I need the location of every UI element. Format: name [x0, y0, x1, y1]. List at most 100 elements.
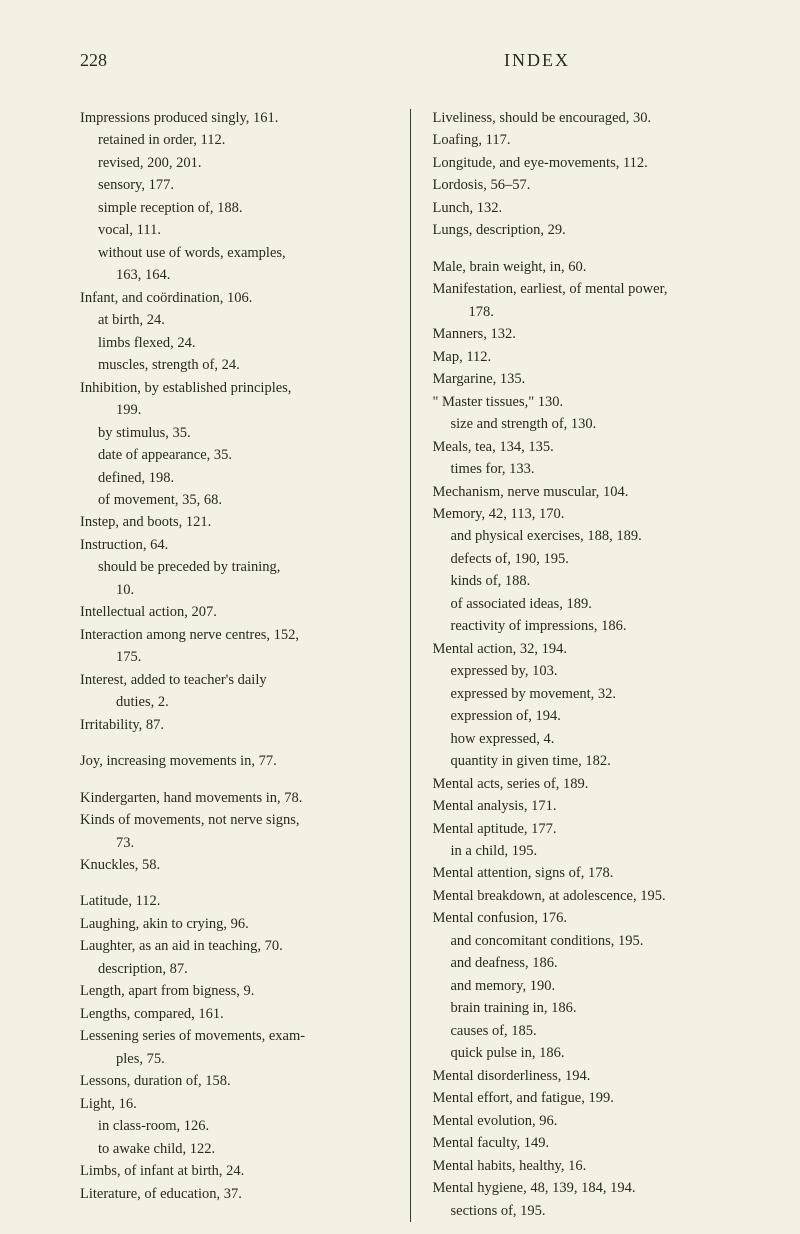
index-entry: Liveliness, should be encouraged, 30.: [433, 107, 741, 129]
index-entry: Intellectual action, 207.: [80, 601, 388, 623]
index-entry: limbs flexed, 24.: [80, 332, 388, 354]
index-entry: and memory, 190.: [433, 975, 741, 997]
index-entry: Memory, 42, 113, 170.: [433, 503, 741, 525]
index-entry: Kinds of movements, not nerve signs,: [80, 809, 388, 831]
index-entry: Mental analysis, 171.: [433, 795, 741, 817]
index-entry: should be preceded by training,: [80, 556, 388, 578]
index-entry: how expressed, 4.: [433, 728, 741, 750]
index-entry: Laughing, akin to crying, 96.: [80, 913, 388, 935]
index-entry: date of appearance, 35.: [80, 444, 388, 466]
index-entry: Laughter, as an aid in teaching, 70.: [80, 935, 388, 957]
index-entry: 199.: [80, 399, 388, 421]
index-entry: duties, 2.: [80, 691, 388, 713]
index-entry: 175.: [80, 646, 388, 668]
index-entry: expressed by movement, 32.: [433, 683, 741, 705]
index-entry: size and strength of, 130.: [433, 413, 741, 435]
index-entry: Latitude, 112.: [80, 890, 388, 912]
index-entry: Literature, of education, 37.: [80, 1183, 388, 1205]
index-entry: Lengths, compared, 161.: [80, 1003, 388, 1025]
index-entry: Lessons, duration of, 158.: [80, 1070, 388, 1092]
index-entry: simple reception of, 188.: [80, 197, 388, 219]
index-entry: description, 87.: [80, 958, 388, 980]
index-entry: Mental disorderliness, 194.: [433, 1065, 741, 1087]
index-entry: 10.: [80, 579, 388, 601]
index-entry: vocal, 111.: [80, 219, 388, 241]
index-entry: Mental effort, and fatigue, 199.: [433, 1087, 741, 1109]
index-entry: at birth, 24.: [80, 309, 388, 331]
index-entry: defects of, 190, 195.: [433, 548, 741, 570]
index-entry: 73.: [80, 832, 388, 854]
left-column: Impressions produced singly, 161.retaine…: [80, 107, 388, 1222]
index-entry: causes of, 185.: [433, 1020, 741, 1042]
index-entry: Lunch, 132.: [433, 197, 741, 219]
index-entry: in class-room, 126.: [80, 1115, 388, 1137]
index-entry: Manifestation, earliest, of mental power…: [433, 278, 741, 300]
index-entry: and physical exercises, 188, 189.: [433, 525, 741, 547]
index-entry: sections of, 195.: [433, 1200, 741, 1222]
index-entry: of movement, 35, 68.: [80, 489, 388, 511]
index-entry: in a child, 195.: [433, 840, 741, 862]
index-entry: Mental attention, signs of, 178.: [433, 862, 741, 884]
index-entry: brain training in, 186.: [433, 997, 741, 1019]
index-entry: to awake child, 122.: [80, 1138, 388, 1160]
index-entry: Mental aptitude, 177.: [433, 818, 741, 840]
index-entry: Kindergarten, hand movements in, 78.: [80, 787, 388, 809]
index-entry: Mental evolution, 96.: [433, 1110, 741, 1132]
column-divider: [410, 109, 411, 1222]
index-entry: revised, 200, 201.: [80, 152, 388, 174]
index-entry: Length, apart from bigness, 9.: [80, 980, 388, 1002]
index-entry: Mental breakdown, at adolescence, 195.: [433, 885, 741, 907]
index-entry: Limbs, of infant at birth, 24.: [80, 1160, 388, 1182]
index-entry: Loafing, 117.: [433, 129, 741, 151]
index-entry: 163, 164.: [80, 264, 388, 286]
index-entry: Joy, increasing movements in, 77.: [80, 750, 388, 772]
index-entry: expressed by, 103.: [433, 660, 741, 682]
index-entry: quick pulse in, 186.: [433, 1042, 741, 1064]
index-entry: Interaction among nerve centres, 152,: [80, 624, 388, 646]
index-entry: Manners, 132.: [433, 323, 741, 345]
index-entry: Longitude, and eye-movements, 112.: [433, 152, 741, 174]
index-entry: kinds of, 188.: [433, 570, 741, 592]
page-header: 228 INDEX: [80, 50, 740, 71]
index-entry: expression of, 194.: [433, 705, 741, 727]
index-entry: Mental hygiene, 48, 139, 184, 194.: [433, 1177, 741, 1199]
index-entry: Male, brain weight, in, 60.: [433, 256, 741, 278]
index-entry: ples, 75.: [80, 1048, 388, 1070]
index-entry: Knuckles, 58.: [80, 854, 388, 876]
index-entry: Instruction, 64.: [80, 534, 388, 556]
index-entry: defined, 198.: [80, 467, 388, 489]
index-entry: retained in order, 112.: [80, 129, 388, 151]
index-entry: Irritability, 87.: [80, 714, 388, 736]
index-entry: Inhibition, by established principles,: [80, 377, 388, 399]
index-entry: Lordosis, 56–57.: [433, 174, 741, 196]
index-entry: without use of words, examples,: [80, 242, 388, 264]
index-entry: Mental acts, series of, 189.: [433, 773, 741, 795]
index-columns: Impressions produced singly, 161.retaine…: [80, 107, 740, 1222]
index-entry: Lungs, description, 29.: [433, 219, 741, 241]
index-entry: by stimulus, 35.: [80, 422, 388, 444]
index-entry: times for, 133.: [433, 458, 741, 480]
index-entry: Map, 112.: [433, 346, 741, 368]
page-number: 228: [80, 50, 107, 71]
index-entry: Infant, and coördination, 106.: [80, 287, 388, 309]
index-entry: quantity in given time, 182.: [433, 750, 741, 772]
index-entry: Instep, and boots, 121.: [80, 511, 388, 533]
index-entry: of associated ideas, 189.: [433, 593, 741, 615]
index-entry: Margarine, 135.: [433, 368, 741, 390]
index-entry: Lessening series of movements, exam-: [80, 1025, 388, 1047]
index-entry: muscles, strength of, 24.: [80, 354, 388, 376]
index-entry: sensory, 177.: [80, 174, 388, 196]
index-entry: reactivity of impressions, 186.: [433, 615, 741, 637]
index-entry: Interest, added to teacher's daily: [80, 669, 388, 691]
index-entry: Mental faculty, 149.: [433, 1132, 741, 1154]
index-entry: Impressions produced singly, 161.: [80, 107, 388, 129]
page-title: INDEX: [504, 50, 570, 71]
index-entry: Mental confusion, 176.: [433, 907, 741, 929]
index-entry: " Master tissues," 130.: [433, 391, 741, 413]
index-entry: Light, 16.: [80, 1093, 388, 1115]
index-entry: and deafness, 186.: [433, 952, 741, 974]
right-column: Liveliness, should be encouraged, 30.Loa…: [433, 107, 741, 1222]
index-entry: and concomitant conditions, 195.: [433, 930, 741, 952]
index-entry: Meals, tea, 134, 135.: [433, 436, 741, 458]
index-entry: Mental habits, healthy, 16.: [433, 1155, 741, 1177]
